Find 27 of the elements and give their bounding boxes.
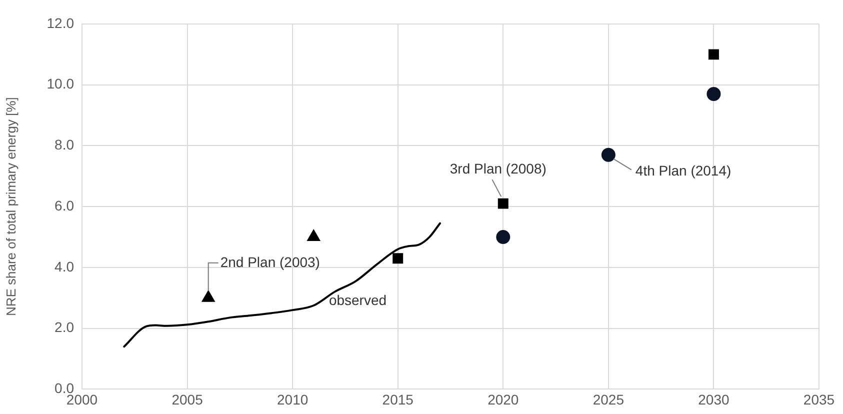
x-tick-label: 2015 [382, 391, 414, 408]
point [392, 253, 404, 264]
annotation: 2nd Plan (2003) [220, 254, 320, 270]
annotation: 4th Plan (2014) [635, 162, 732, 179]
y-tick-label: 4.0 [54, 258, 74, 274]
x-tick-label: 2025 [592, 391, 624, 408]
point [706, 86, 721, 101]
point [498, 198, 508, 209]
x-tick-label: 2010 [276, 391, 308, 408]
line-series [123, 222, 441, 348]
annotation: 3rd Plan (2008) [450, 160, 546, 176]
point [307, 230, 320, 242]
y-tick-label: 12.0 [46, 14, 74, 31]
x-tick-label: 2035 [803, 391, 835, 408]
x-tick-label: 2005 [172, 391, 204, 408]
y-axis-title: NRE share of total primary energy [%] [3, 97, 18, 316]
point [708, 49, 719, 60]
point [202, 290, 215, 302]
annotation: observed [328, 292, 387, 308]
point [601, 148, 616, 162]
x-tick-label: 2030 [698, 391, 730, 408]
y-tick-label: 8.0 [54, 136, 74, 153]
point [496, 230, 510, 244]
y-tick-label: 10.0 [46, 76, 74, 92]
y-tick-label: 2.0 [54, 319, 74, 336]
x-tick-label: 2020 [488, 391, 519, 408]
y-tick-label: 6.0 [54, 197, 74, 214]
